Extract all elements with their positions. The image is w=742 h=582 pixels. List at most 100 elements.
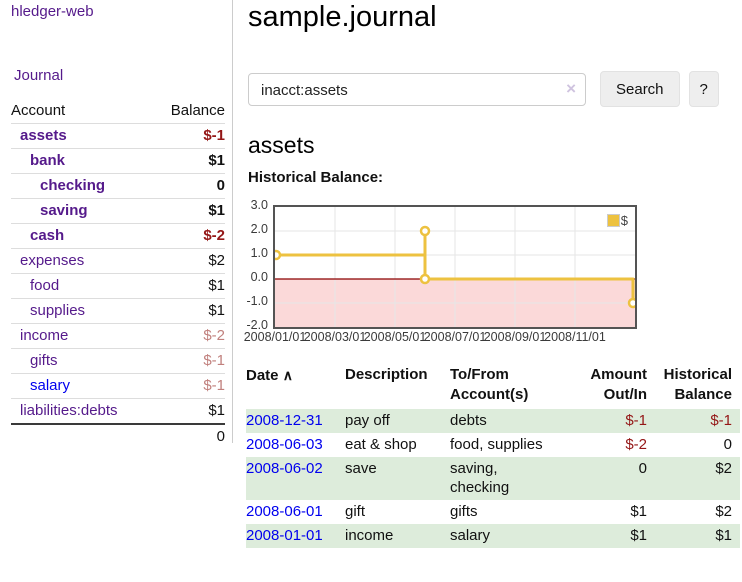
accounts-table-header: Account Balance: [11, 99, 225, 124]
x-axis-tick: 2008/11/01: [544, 330, 606, 344]
txn-balance: $2: [715, 460, 732, 477]
account-row: supplies $1: [11, 299, 225, 324]
txn-description: income: [345, 527, 394, 544]
historical-balance-chart: 3.0 2.0 1.0 0.0 -1.0 -2.0: [244, 198, 742, 348]
account-link-checking[interactable]: checking: [40, 177, 106, 194]
column-header-amount: Amount Out/In: [565, 365, 647, 409]
chart-plot-area: $: [270, 205, 639, 329]
account-balance: $1: [208, 277, 225, 294]
account-link-supplies[interactable]: supplies: [30, 302, 86, 319]
txn-date-link[interactable]: 2008-06-02: [246, 460, 323, 477]
y-axis-tick: -1.0: [246, 294, 268, 308]
account-row: income $-2: [11, 324, 225, 349]
search-button[interactable]: Search: [600, 71, 680, 107]
account-row: gifts $-1: [11, 349, 225, 374]
txn-date-link[interactable]: 2008-12-31: [246, 412, 323, 429]
txn-amount: $1: [630, 527, 647, 544]
account-row: assets $-1: [11, 124, 225, 149]
txn-accounts: salary: [450, 527, 491, 544]
txn-description: gift: [345, 503, 366, 520]
account-balance: $-2: [203, 227, 225, 244]
txn-date-link[interactable]: 2008-06-03: [246, 436, 323, 453]
txn-balance: $-1: [710, 412, 732, 429]
search-box: ×: [248, 72, 586, 106]
y-axis-tick: 1.0: [250, 246, 268, 260]
register-row: 2008-06-03 eat & shop food, supplies $-2…: [246, 433, 740, 457]
account-balance: $-1: [203, 127, 225, 144]
account-row: liabilities:debts $1: [11, 399, 225, 425]
sidebar: hledger-web Journal Account Balance asse…: [0, 0, 233, 445]
legend-label: $: [620, 213, 628, 228]
accounts-table: Account Balance assets $-1 bank $1 check…: [11, 99, 225, 449]
sort-asc-icon[interactable]: ∧: [282, 367, 293, 383]
account-link-salary[interactable]: salary: [30, 377, 71, 394]
account-heading: assets: [248, 132, 315, 158]
help-button[interactable]: ?: [688, 71, 719, 107]
y-axis-tick: 0.0: [250, 270, 268, 284]
account-link-liabilities-debts[interactable]: liabilities:debts: [20, 402, 118, 419]
brand-link[interactable]: hledger-web: [11, 3, 94, 20]
account-link-bank[interactable]: bank: [30, 152, 66, 169]
search-input[interactable]: [259, 75, 563, 105]
account-link-cash[interactable]: cash: [30, 227, 65, 244]
txn-amount: $-2: [625, 436, 647, 453]
account-balance: $1: [208, 402, 225, 419]
column-header-accounts: To/From Account(s): [450, 365, 565, 409]
page-title: sample.journal: [248, 1, 437, 33]
account-balance: $-1: [203, 352, 225, 369]
register-table: Date ∧ Description To/From Account(s) Am…: [246, 365, 740, 548]
chart-section-label: Historical Balance:: [248, 169, 384, 186]
account-balance: $1: [208, 202, 225, 219]
txn-description: pay off: [345, 412, 390, 429]
balance-header-line1: Historical: [663, 366, 732, 383]
x-axis-tick: 2008/09/01: [483, 330, 547, 344]
account-row: bank $1: [11, 149, 225, 174]
x-axis-tick: 2008/01/01: [243, 330, 307, 344]
txn-accounts: food, supplies: [450, 436, 543, 453]
txn-balance: $2: [715, 503, 732, 520]
main-content: sample.journal × Search ? assets Histori…: [233, 0, 742, 582]
txn-description: eat & shop: [345, 436, 417, 453]
account-balance: 0: [216, 177, 225, 194]
txn-balance: 0: [723, 436, 732, 453]
account-link-saving[interactable]: saving: [40, 202, 88, 219]
account-balance: $-1: [203, 377, 225, 394]
account-link-assets[interactable]: assets: [20, 127, 67, 144]
account-row: food $1: [11, 274, 225, 299]
txn-date-link[interactable]: 2008-01-01: [246, 527, 323, 544]
txn-date-link[interactable]: 2008-06-01: [246, 503, 323, 520]
account-row: saving $1: [11, 199, 225, 224]
amount-header-line1: Amount: [590, 366, 647, 383]
account-column-header: Account: [11, 102, 66, 119]
amount-header-line2: Out/In: [603, 386, 647, 403]
account-link-income[interactable]: income: [20, 327, 69, 344]
account-balance: $-2: [203, 327, 225, 344]
account-row: salary $-1: [11, 374, 225, 399]
account-balance: $1: [208, 152, 225, 169]
accounts-total: 0: [216, 428, 225, 445]
account-link-expenses[interactable]: expenses: [20, 252, 85, 269]
txn-balance: $1: [715, 527, 732, 544]
clear-search-icon[interactable]: ×: [566, 78, 576, 98]
account-row: expenses $2: [11, 249, 225, 274]
accounts-header-line1: To/From: [450, 366, 509, 383]
x-axis-tick: 2008/07/01: [423, 330, 487, 344]
search-bar: × Search ?: [248, 71, 742, 107]
account-link-gifts[interactable]: gifts: [30, 352, 58, 369]
accounts-total-row: 0: [11, 424, 225, 449]
column-header-date[interactable]: Date ∧: [246, 365, 345, 409]
chart-legend: $: [606, 213, 628, 228]
account-link-food[interactable]: food: [30, 277, 60, 294]
account-row: checking 0: [11, 174, 225, 199]
account-balance: $2: [208, 252, 225, 269]
txn-accounts: gifts: [450, 503, 478, 520]
txn-accounts: saving, checking: [450, 460, 510, 496]
chart-canvas: [270, 207, 639, 327]
x-axis-tick: 2008/03/01: [303, 330, 367, 344]
balance-header-line2: Balance: [674, 386, 732, 403]
sidebar-item-journal[interactable]: Journal: [14, 67, 64, 84]
y-axis-tick: -2.0: [246, 318, 268, 332]
x-axis-tick: 2008/05/01: [363, 330, 427, 344]
date-header-label: Date: [246, 367, 279, 384]
txn-accounts: debts: [450, 412, 487, 429]
